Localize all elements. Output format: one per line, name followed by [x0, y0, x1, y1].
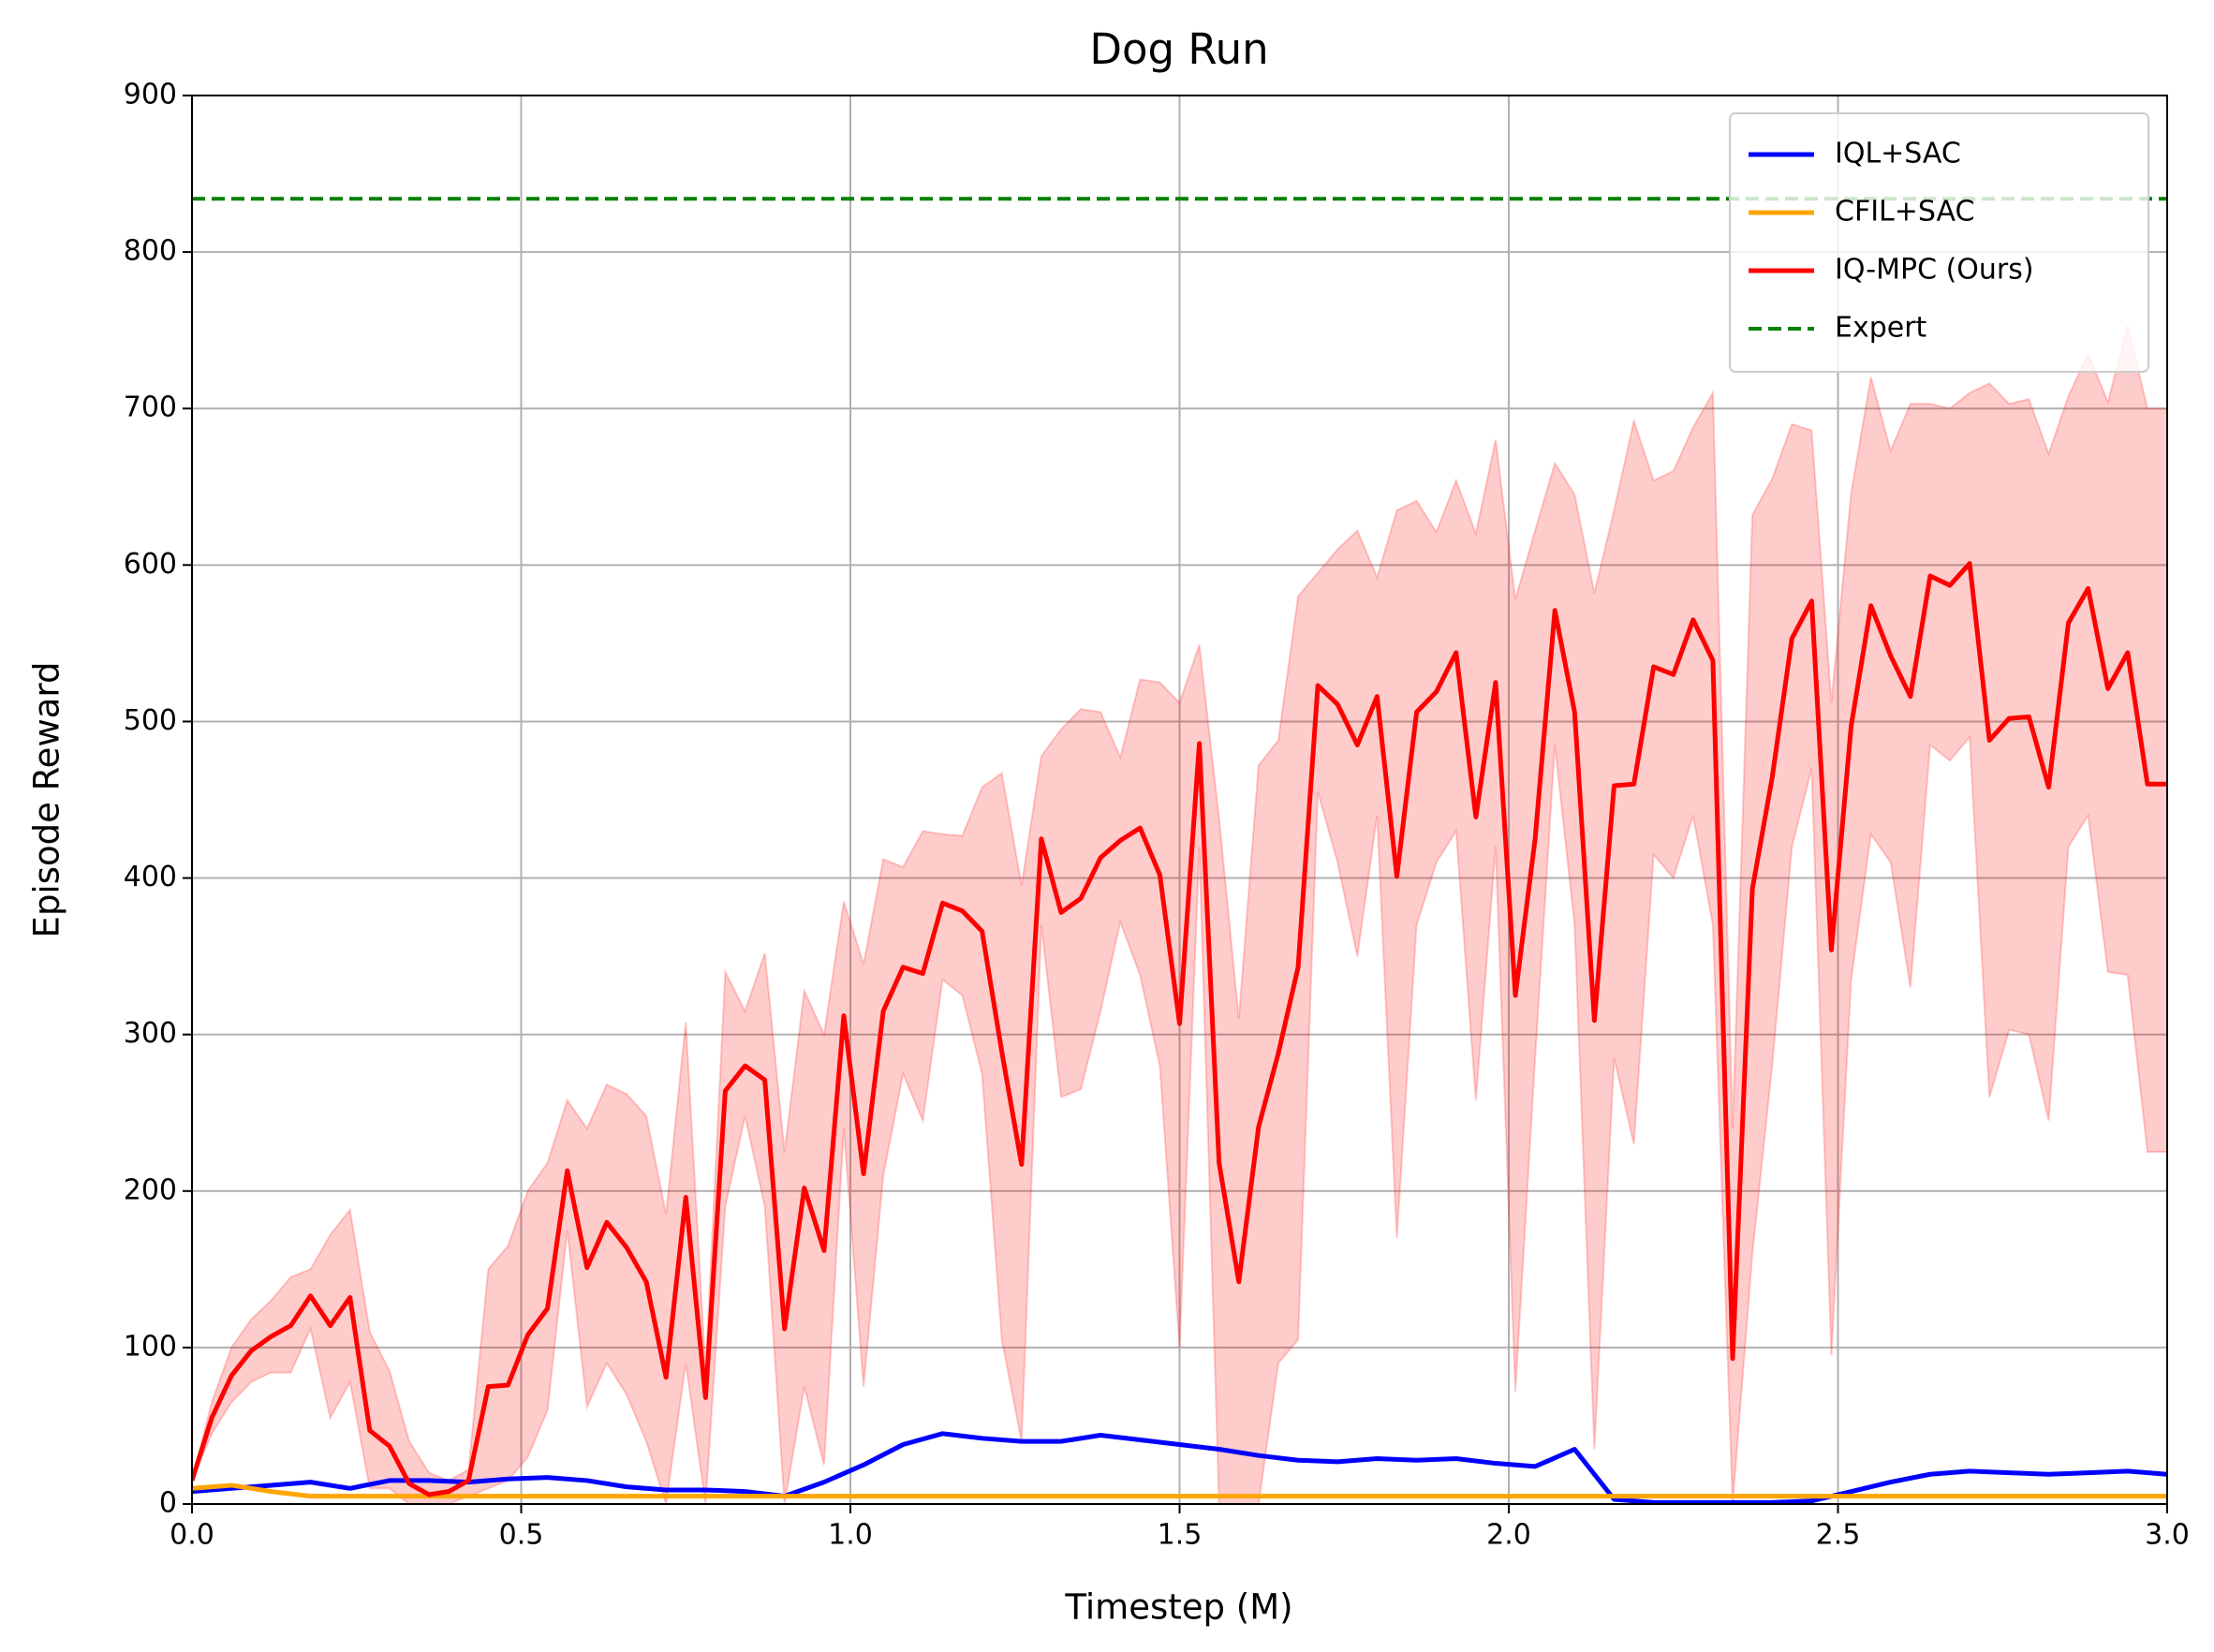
- legend-label: IQL+SAC: [1835, 138, 1961, 170]
- y-tick-label: 700: [124, 391, 177, 424]
- axes-frame: [191, 95, 2168, 1505]
- y-tick-label: 200: [124, 1173, 177, 1206]
- y-tick-label: 900: [124, 79, 177, 111]
- x-tick-label: 2.0: [1486, 1519, 1531, 1552]
- legend-box: [1729, 112, 2149, 373]
- legend: IQL+SAC CFIL+SAC IQ-MPC (Ours) Expert: [1729, 112, 2149, 373]
- x-axis-label: Timestep (M): [1064, 1587, 1292, 1628]
- x-tick-label: 1.0: [828, 1519, 873, 1552]
- y-tick-label: 0: [159, 1487, 177, 1520]
- y-tick-label: 400: [124, 861, 177, 893]
- x-tick-label: 3.0: [2145, 1519, 2190, 1552]
- y-tick-label: 600: [124, 548, 177, 581]
- y-axis-label: Episode Reward: [27, 662, 67, 938]
- y-tick-label: 300: [124, 1017, 177, 1050]
- y-tick-label: 100: [124, 1330, 177, 1363]
- x-tick-label: 0.0: [170, 1519, 214, 1552]
- chart-title: Dog Run: [1089, 24, 1268, 74]
- plot-area: [192, 197, 2167, 1504]
- x-tick-label: 2.5: [1816, 1519, 1861, 1552]
- legend-label: Expert: [1835, 312, 1927, 345]
- legend-label: CFIL+SAC: [1835, 196, 1974, 229]
- series-line: [192, 1482, 2167, 1499]
- y-tick-label: 800: [124, 235, 177, 268]
- series-line: [192, 561, 2167, 1497]
- legend-label: IQ-MPC (Ours): [1835, 254, 2034, 287]
- x-tick-label: 1.5: [1158, 1519, 1203, 1552]
- y-tick-label: 500: [124, 704, 177, 737]
- x-tick-label: 0.5: [499, 1519, 544, 1552]
